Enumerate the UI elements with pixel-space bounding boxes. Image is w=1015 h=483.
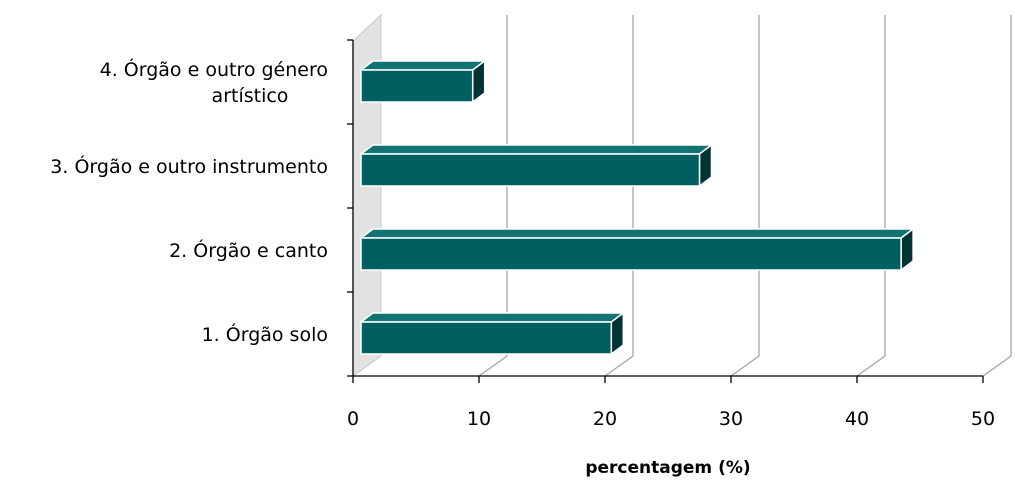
gridline bbox=[856, 15, 886, 377]
x-tick-label: 50 bbox=[971, 408, 995, 430]
bar bbox=[358, 143, 714, 188]
bar-front-face bbox=[360, 237, 902, 271]
category-label: 3. Órgão e outro instrumento bbox=[50, 154, 328, 178]
axis-layer: 0 10 20 30 40 50 1. Órgão solo 2. Órgão e canto… bbox=[50, 39, 995, 430]
x-tick-label: 10 bbox=[467, 408, 491, 430]
category-label-line: 3. Órgão e outro instrumento bbox=[50, 154, 328, 178]
category-label-line: 4. Órgão e outro género bbox=[100, 57, 328, 81]
category-label-line: artístico bbox=[212, 85, 289, 107]
x-tick-label: 20 bbox=[593, 408, 617, 430]
x-tick-label: 30 bbox=[719, 408, 743, 430]
x-tick-label: 40 bbox=[845, 408, 869, 430]
bar-front-face bbox=[360, 321, 613, 355]
category-label: 1. Órgão solo bbox=[202, 322, 328, 346]
bar-front-face bbox=[360, 153, 701, 187]
bar-top-face bbox=[358, 144, 714, 155]
gridline bbox=[730, 15, 760, 377]
gridline bbox=[478, 15, 508, 377]
bar-front-face bbox=[360, 69, 474, 103]
gridline bbox=[604, 15, 634, 377]
bar-top-face bbox=[358, 60, 487, 71]
bar-top-face bbox=[358, 228, 916, 239]
bars-layer bbox=[358, 59, 916, 356]
bar bbox=[358, 227, 916, 272]
bar bbox=[358, 59, 487, 104]
bar bbox=[358, 311, 626, 356]
category-label: 2. Órgão e canto bbox=[169, 238, 328, 262]
x-axis-title: percentagem (%) bbox=[585, 458, 750, 478]
category-label: 4. Órgão e outro género artístico bbox=[100, 57, 328, 107]
gridline bbox=[982, 15, 1012, 377]
category-label-line: 2. Órgão e canto bbox=[169, 238, 328, 262]
bar-top-face bbox=[358, 312, 626, 323]
grid-layer bbox=[352, 13, 1012, 377]
x-tick-label: 0 bbox=[347, 408, 359, 430]
category-label-line: 1. Órgão solo bbox=[202, 322, 328, 346]
